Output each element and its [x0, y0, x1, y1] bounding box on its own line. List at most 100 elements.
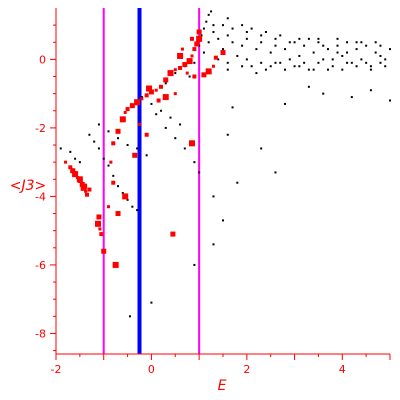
- point-s0-34: [212, 243, 215, 246]
- point-s0-104: [369, 68, 372, 71]
- point-s1-36: [154, 88, 158, 92]
- point-s0-25: [179, 123, 182, 126]
- point-s0-28: [174, 137, 177, 140]
- vertical-lines: [102, 8, 201, 354]
- point-s0-20: [145, 154, 148, 157]
- point-s0-36: [150, 301, 153, 304]
- point-s1-39: [167, 70, 174, 77]
- x-axis-label: E: [218, 378, 227, 394]
- point-s1-59: [188, 140, 195, 147]
- point-s0-6: [97, 147, 100, 150]
- point-s1-51: [205, 68, 212, 75]
- x-tick-label: -2: [51, 363, 62, 376]
- point-s1-64: [180, 47, 184, 51]
- point-s0-3: [78, 161, 81, 164]
- point-s0-121: [355, 41, 358, 44]
- point-s1-2: [70, 168, 76, 174]
- point-s0-114: [231, 27, 234, 30]
- point-s0-55: [207, 41, 210, 44]
- point-s0-110: [389, 99, 391, 102]
- point-s1-40: [173, 68, 177, 72]
- point-s0-40: [260, 147, 263, 150]
- point-s0-39: [226, 133, 229, 136]
- point-s0-56: [212, 30, 215, 33]
- point-s1-60: [138, 122, 141, 126]
- point-s0-130: [307, 37, 310, 40]
- point-s1-14: [96, 214, 102, 220]
- point-s0-44: [164, 82, 167, 85]
- y-tick-label: -6: [35, 259, 46, 272]
- point-s0-112: [212, 24, 215, 27]
- point-s0-45: [174, 72, 177, 75]
- point-s0-54: [202, 51, 205, 54]
- point-s0-21: [140, 96, 143, 99]
- point-s1-47: [196, 35, 203, 42]
- y-tick-label: 0: [39, 53, 46, 66]
- point-s0-16: [107, 130, 110, 133]
- point-s1-23: [122, 193, 129, 200]
- point-s0-134: [360, 41, 363, 44]
- point-s1-27: [119, 116, 126, 123]
- point-s0-47: [188, 75, 191, 78]
- point-s0-103: [355, 65, 358, 68]
- point-s1-34: [148, 89, 154, 95]
- point-s0-99: [298, 65, 301, 68]
- point-s0-83: [341, 54, 344, 57]
- axes: -2 0 2 4 0 -2 -4 -6 -8: [35, 8, 391, 376]
- point-s1-16: [98, 227, 102, 231]
- data-points: [59, 10, 391, 318]
- point-s0-72: [288, 41, 291, 44]
- point-s1-12: [73, 170, 77, 174]
- point-s0-92: [384, 58, 387, 61]
- point-s0-108: [350, 96, 353, 99]
- point-s0-95: [241, 65, 244, 68]
- point-s0-107: [322, 92, 325, 95]
- point-s1-35: [146, 85, 153, 92]
- point-s0-5: [93, 140, 96, 143]
- point-s0-18: [126, 144, 129, 147]
- point-s0-26: [155, 113, 158, 116]
- point-s1-9: [85, 192, 90, 197]
- point-s1-13: [87, 187, 92, 192]
- point-s1-15: [94, 220, 101, 227]
- point-s1-33: [144, 93, 149, 98]
- point-s0-109: [369, 89, 372, 92]
- point-s0-12: [126, 198, 129, 201]
- point-s0-53: [207, 13, 210, 16]
- point-s0-106: [284, 102, 287, 105]
- point-s1-28: [123, 110, 127, 114]
- point-s0-94: [226, 68, 229, 71]
- point-s0-125: [241, 24, 244, 27]
- point-s0-86: [355, 48, 358, 51]
- point-s0-76: [307, 68, 310, 71]
- point-s0-84: [346, 41, 349, 44]
- point-s0-85: [350, 61, 353, 64]
- point-s0-101: [326, 68, 329, 71]
- point-s0-64: [250, 65, 253, 68]
- point-s1-37: [158, 84, 163, 89]
- point-s0-138: [245, 58, 248, 61]
- point-s0-59: [226, 34, 229, 37]
- point-s0-30: [193, 161, 196, 164]
- point-s1-41: [178, 65, 183, 70]
- point-s0-67: [264, 68, 267, 71]
- point-s0-79: [322, 58, 325, 61]
- point-s1-57: [156, 98, 161, 103]
- point-s0-146: [365, 61, 368, 64]
- point-s0-63: [245, 37, 248, 40]
- point-s0-90: [374, 51, 377, 54]
- point-s1-65: [189, 36, 194, 41]
- point-s1-48: [185, 71, 189, 75]
- point-s0-1: [69, 150, 72, 153]
- point-s0-97: [269, 65, 272, 68]
- point-s0-120: [336, 37, 339, 40]
- point-s0-23: [159, 109, 162, 112]
- point-s1-26: [115, 128, 121, 134]
- point-s0-41: [236, 181, 239, 184]
- point-s0-128: [274, 37, 277, 40]
- point-s1-1: [68, 165, 73, 170]
- point-s0-38: [231, 106, 234, 109]
- point-s0-142: [303, 61, 306, 64]
- point-s1-3: [72, 171, 79, 178]
